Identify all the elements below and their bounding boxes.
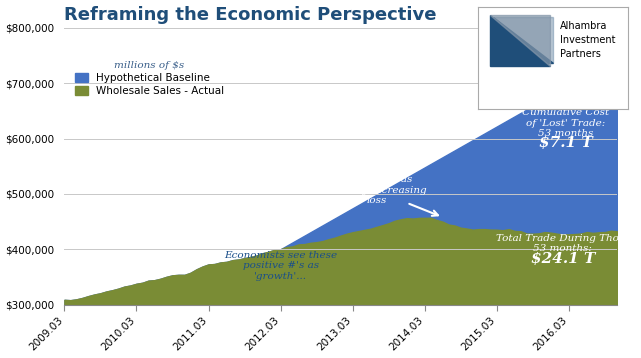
Polygon shape (492, 17, 553, 63)
Text: $7.1 T: $7.1 T (539, 136, 593, 150)
Polygon shape (490, 15, 550, 66)
Text: Cumulative Cost
of 'Lost' Trade:
53 months: Cumulative Cost of 'Lost' Trade: 53 mont… (522, 108, 610, 138)
Text: ...when it was
actually increasing
loss: ...when it was actually increasing loss (327, 175, 426, 205)
Text: Reframing the Economic Perspective: Reframing the Economic Perspective (64, 6, 437, 24)
Text: Economists see these
positive #'s as
'growth'...: Economists see these positive #'s as 'gr… (224, 251, 337, 281)
Legend: Hypothetical Baseline, Wholesale Sales - Actual: Hypothetical Baseline, Wholesale Sales -… (75, 61, 224, 96)
Text: $24.1 T: $24.1 T (531, 252, 595, 266)
Polygon shape (492, 17, 553, 63)
Text: Total Trade During Those
53 months:: Total Trade During Those 53 months: (495, 234, 630, 253)
Polygon shape (490, 15, 550, 66)
Text: Alhambra
Investment
Partners: Alhambra Investment Partners (560, 21, 616, 59)
